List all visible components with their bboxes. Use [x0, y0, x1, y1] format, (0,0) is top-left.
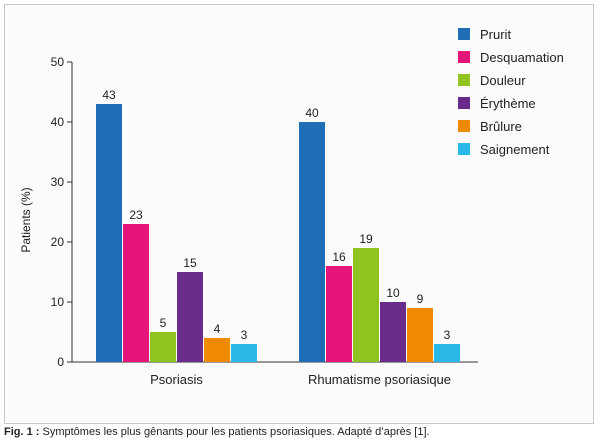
- legend-label: Prurit: [480, 27, 511, 42]
- legend-label: Brûlure: [480, 119, 522, 134]
- legend-label: Érythème: [480, 96, 536, 111]
- bar-6-2: [434, 344, 460, 362]
- bar-5-1: [204, 338, 230, 362]
- legend-swatch: [458, 74, 470, 86]
- legend-label: Saignement: [480, 142, 550, 157]
- legend-label: Desquamation: [480, 50, 564, 65]
- legend-label: Douleur: [480, 73, 526, 88]
- data-label: 23: [129, 208, 143, 222]
- legend-swatch: [458, 143, 470, 155]
- data-label: 19: [359, 232, 373, 246]
- data-label: 40: [305, 106, 319, 120]
- x-category-label: Rhumatisme psoriasique: [308, 372, 451, 387]
- data-label: 15: [183, 256, 197, 270]
- bar-2-1: [123, 224, 149, 362]
- y-tick-label: 40: [51, 115, 65, 129]
- legend-swatch: [458, 120, 470, 132]
- caption-text: Symptômes les plus gênants pour les pati…: [39, 426, 430, 438]
- legend-swatch: [458, 51, 470, 63]
- y-tick-label: 10: [51, 295, 65, 309]
- figure-caption: Fig. 1 : Symptômes les plus gênants pour…: [4, 426, 430, 438]
- legend-swatch: [458, 28, 470, 40]
- data-label: 10: [386, 286, 400, 300]
- bar-6-1: [231, 344, 257, 362]
- bar-5-2: [407, 308, 433, 362]
- data-label: 16: [332, 250, 346, 264]
- legend-swatch: [458, 97, 470, 109]
- data-label: 43: [102, 88, 116, 102]
- y-tick-label: 20: [51, 235, 65, 249]
- x-category-label: Psoriasis: [150, 372, 203, 387]
- legend: Prurit Desquamation Douleur Érythème Brûlure…: [458, 27, 564, 157]
- bar-3-1: [150, 332, 176, 362]
- y-tick-label: 0: [57, 355, 64, 369]
- y-axis-title: Patients (%): [19, 187, 33, 252]
- bar-1-1: [96, 104, 122, 362]
- bar-4-2: [380, 302, 406, 362]
- caption-label: Fig. 1 :: [4, 426, 40, 438]
- y-tick-label: 50: [51, 55, 65, 69]
- bar-3-2: [353, 248, 379, 362]
- bar-chart: 0 10 20 30 40 50 Patients (%) Psoriasis Rhumatis…: [19, 27, 564, 387]
- data-label: 5: [160, 316, 167, 330]
- bar-1-2: [299, 122, 325, 362]
- data-label: 4: [214, 322, 221, 336]
- bar-4-1: [177, 272, 203, 362]
- data-label: 9: [417, 292, 424, 306]
- bar-2-2: [326, 266, 352, 362]
- y-tick-label: 30: [51, 175, 65, 189]
- data-label: 3: [241, 328, 248, 342]
- data-label: 3: [444, 328, 451, 342]
